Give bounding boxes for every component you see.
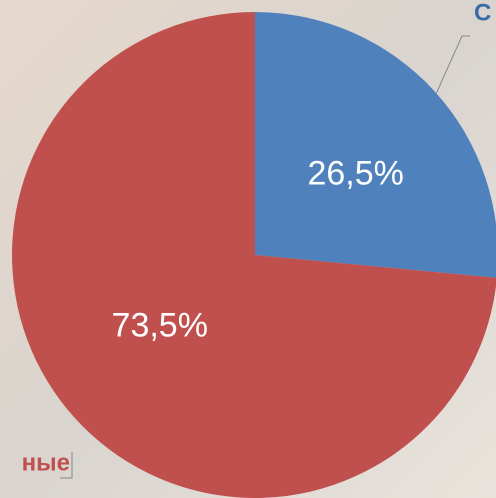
pie-slice (255, 12, 496, 278)
pie-slice (12, 12, 496, 498)
category-label: С (474, 0, 491, 26)
value-label: 26,5% (307, 154, 403, 192)
leader-line (435, 35, 470, 95)
value-label: 73,5% (112, 307, 208, 345)
leader-line (60, 452, 73, 479)
category-label: ные (22, 449, 70, 476)
